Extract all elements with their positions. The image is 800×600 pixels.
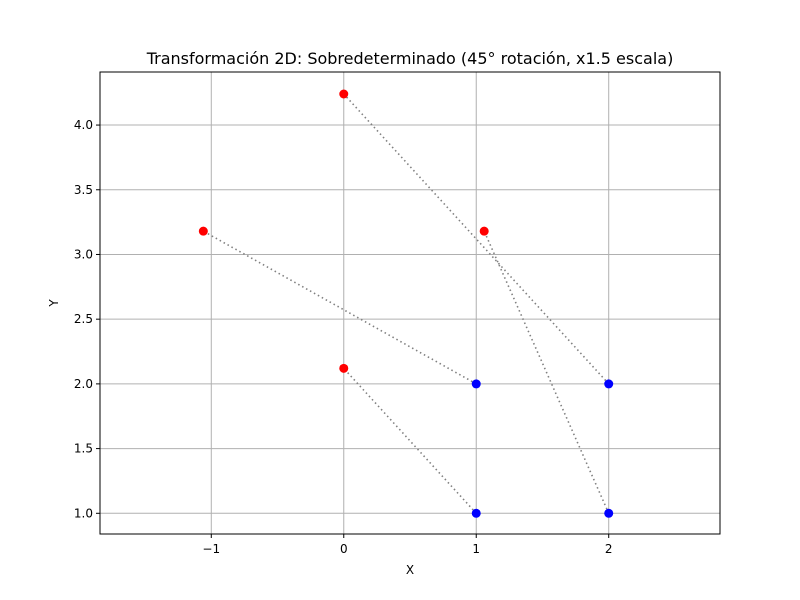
grid bbox=[100, 72, 720, 534]
connections bbox=[202, 93, 610, 514]
chart-title: Transformación 2D: Sobredeterminado (45°… bbox=[146, 49, 674, 68]
connection-line bbox=[343, 367, 477, 514]
x-axis-label: X bbox=[406, 563, 414, 577]
x-tick-label: 1 bbox=[472, 542, 480, 556]
y-tick-label: 2.5 bbox=[74, 312, 93, 326]
y-tick-label: 1.0 bbox=[74, 506, 93, 520]
x-tick-label: 0 bbox=[340, 542, 348, 556]
plot-frame bbox=[99, 71, 721, 535]
transformed-point bbox=[479, 226, 489, 236]
transformed-point bbox=[198, 226, 208, 236]
original-point bbox=[604, 508, 614, 518]
y-tick-label: 1.5 bbox=[74, 442, 93, 456]
connection-line bbox=[483, 230, 610, 514]
y-axis-label: Y bbox=[47, 299, 61, 308]
y-axis: 1.0 1.5 2.0 2.5 3.0 3.5 4.0 bbox=[74, 118, 100, 520]
y-tick-label: 3.5 bbox=[74, 183, 93, 197]
points bbox=[198, 89, 614, 518]
transformed-point bbox=[339, 363, 349, 373]
x-axis: −1 0 1 2 bbox=[202, 534, 613, 556]
transformed-point bbox=[339, 89, 349, 99]
x-tick-label: 2 bbox=[605, 542, 613, 556]
y-tick-label: 4.0 bbox=[74, 118, 93, 132]
x-tick-label: −1 bbox=[202, 542, 220, 556]
original-point bbox=[604, 379, 614, 389]
original-point bbox=[471, 379, 481, 389]
y-tick-label: 2.0 bbox=[74, 377, 93, 391]
y-tick-label: 3.0 bbox=[74, 247, 93, 261]
original-point bbox=[471, 508, 481, 518]
